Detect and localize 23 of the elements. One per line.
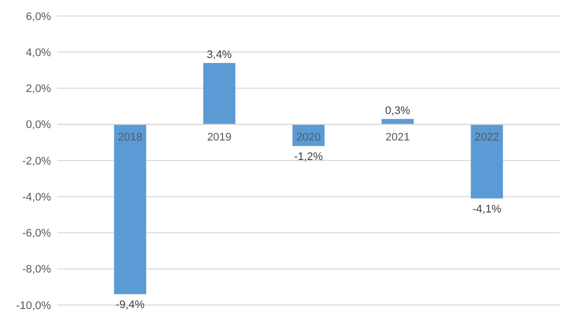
data-label: 0,3% bbox=[385, 104, 410, 117]
bar bbox=[382, 118, 414, 124]
x-tick-label: 2019 bbox=[207, 131, 232, 144]
data-label: -9,4% bbox=[116, 299, 145, 312]
y-tick-label: -8,0% bbox=[22, 264, 52, 276]
data-label: -4,1% bbox=[472, 203, 502, 216]
x-tick-label: 2021 bbox=[385, 131, 410, 144]
x-tick-label: 2022 bbox=[474, 131, 500, 144]
y-tick-label: -4,0% bbox=[22, 191, 52, 204]
y-tick-label: 2,0% bbox=[26, 83, 52, 96]
y-tick-label: 4,0% bbox=[26, 46, 52, 59]
y-tick-label: -2,0% bbox=[22, 155, 52, 168]
bar bbox=[114, 124, 146, 294]
data-label: -1,2% bbox=[294, 151, 324, 164]
y-tick-label: -6,0% bbox=[22, 228, 52, 240]
x-tick-label: 2020 bbox=[296, 131, 321, 144]
x-tick-label: 2018 bbox=[118, 131, 142, 144]
y-tick-label: -10,0% bbox=[16, 300, 52, 312]
data-label: 3,4% bbox=[206, 48, 232, 61]
bar bbox=[470, 124, 503, 198]
bar bbox=[203, 62, 236, 124]
y-tick-label: 0,0% bbox=[26, 119, 52, 132]
y-tick-label: 6,0% bbox=[26, 10, 52, 23]
